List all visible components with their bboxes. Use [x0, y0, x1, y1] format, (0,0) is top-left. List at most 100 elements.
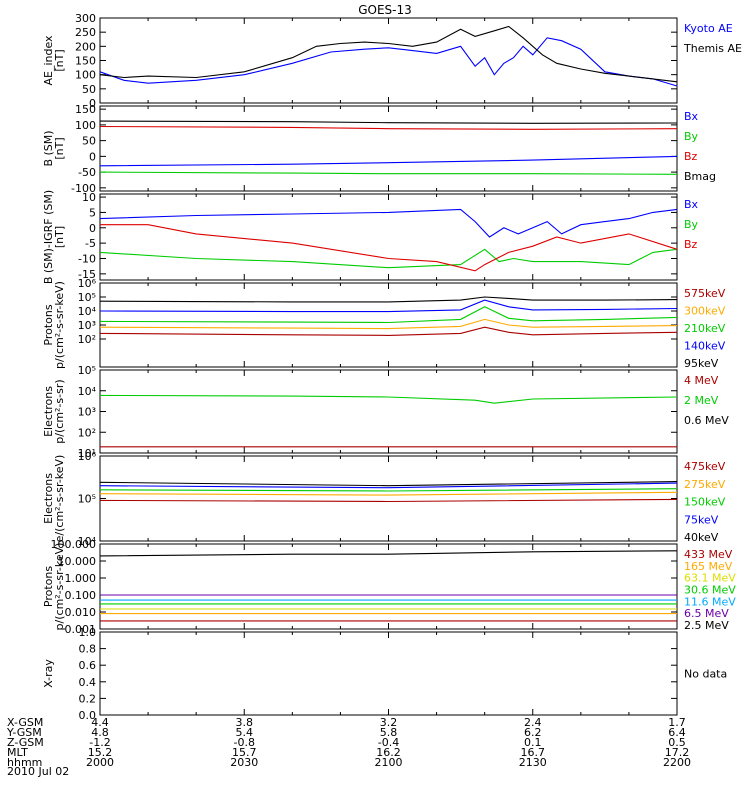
ephemeris-value: 3.2 [380, 716, 398, 729]
y-tick-label: -15 [78, 268, 96, 281]
y-tick-label: 0 [89, 222, 96, 235]
series-line-210kev [99, 306, 678, 324]
y-tick-label: 0.001 [65, 623, 97, 636]
panel-frame [99, 455, 678, 542]
y-tick-label: 300 [75, 12, 96, 25]
panel-frame [99, 105, 678, 192]
legend-entry: Bx [684, 198, 699, 211]
y-axis-label-line: [nT] [53, 226, 66, 248]
legend-entry: Bz [684, 238, 698, 251]
series-line-140kev [99, 299, 678, 313]
legend-entry: Bz [684, 150, 698, 163]
series-line-bz [100, 224, 678, 272]
legend-entry: Bmag [684, 170, 716, 183]
legend-entry: Themis AE [683, 42, 742, 55]
y-tick-label: 0.8 [79, 643, 97, 656]
legend-entry: 275keV [684, 478, 726, 491]
y-axis-label: Protonsp/(cm²-s-sr-keV) [42, 543, 66, 631]
ephemeris-value: 2100 [375, 756, 403, 769]
y-tick-label: 250 [75, 26, 96, 39]
ephemeris-value: 0.5 [668, 736, 686, 749]
series-line-475kev [99, 498, 678, 503]
legend-entry: Bx [684, 110, 699, 123]
y-tick-label: 10² [78, 426, 96, 439]
series-line-300kev [99, 318, 678, 330]
y-tick-label: 200 [75, 40, 96, 53]
y-axis-label-line: [nT] [53, 49, 66, 71]
series-line-bx [99, 155, 678, 167]
ephemeris-row-label: Y-GSM [6, 726, 42, 739]
y-tick-label: -10 [78, 253, 96, 266]
y-axis-label-line: X-ray [42, 659, 55, 688]
series-line-bz [99, 125, 678, 130]
legend-entry: 165 MeV [684, 560, 733, 573]
ephemeris-value: 2130 [519, 756, 547, 769]
panel-frame [99, 369, 678, 454]
legend-entry: 575keV [684, 287, 726, 300]
series-line-275kev [99, 491, 678, 496]
ephemeris-value: 6.4 [668, 726, 686, 739]
legend-entry: 300keV [684, 305, 726, 318]
y-tick-label: 0.010 [65, 606, 97, 619]
y-tick-label: 0.2 [79, 692, 97, 705]
y-axis-label-line: p/(cm²-s-sr) [53, 379, 66, 443]
panel-frame [99, 631, 678, 716]
y-axis-label-line: [nT] [53, 137, 66, 159]
ephemeris-value: 0.1 [524, 736, 542, 749]
panel-b: -100 -50 0 50 100 150 B (SM)[nT] Bx By Bz Bmag [42, 103, 716, 195]
legend-entry: 30.6 MeV [684, 584, 736, 597]
y-tick-label: 5 [89, 206, 96, 219]
y-tick-label: -100 [71, 182, 96, 195]
series-line-by [99, 171, 678, 175]
panel-electrons_kev: 10⁴ 10⁵ 10⁶ Electronse/(cm²-s-sr-keV) 475keV… [42, 450, 726, 548]
ephemeris-value: -0.8 [234, 736, 255, 749]
legend-entry: 210keV [684, 322, 726, 335]
panel-frame [99, 193, 678, 281]
y-axis-label-line: e/(cm²-s-sr-keV) [53, 455, 66, 543]
series-line-40kev [99, 481, 678, 487]
y-axis-label: AE_index[nT] [42, 35, 66, 86]
legend-entry: 6.5 MeV [684, 607, 729, 620]
y-tick-label: 10 [82, 191, 96, 204]
legend-entry: 140keV [684, 340, 726, 353]
y-tick-label: 10⁵ [78, 364, 96, 377]
legend-entry: 2.5 MeV [684, 619, 729, 632]
legend-entry: 75keV [684, 513, 719, 526]
y-axis-label-line: Electrons [42, 473, 55, 524]
y-axis-label: X-ray [42, 659, 55, 688]
legend-entry: 40keV [684, 531, 719, 544]
y-tick-label: 150 [75, 55, 96, 68]
panel-frame [99, 543, 678, 630]
y-tick-label: 10⁴ [78, 305, 97, 318]
y-axis-label-line: Electrons [42, 386, 55, 437]
y-tick-label: 150 [75, 103, 96, 116]
panel-annotation: No data [684, 668, 727, 681]
legend-entry: By [684, 218, 699, 231]
panel-frame [99, 17, 678, 104]
legend-entry: 11.6 MeV [684, 595, 736, 608]
ephemeris-value: -1.2 [89, 736, 110, 749]
y-tick-label: 0.4 [79, 676, 97, 689]
series-line-2-5-mev [99, 550, 678, 557]
y-tick-label: 100.000 [51, 538, 97, 551]
legend-entry: 433 MeV [684, 548, 733, 561]
y-tick-label: -50 [78, 166, 96, 179]
series-line-by [99, 248, 678, 269]
ephemeris-value: 2200 [663, 756, 691, 769]
y-tick-label: 100 [75, 119, 96, 132]
y-axis-label: Electronsp/(cm²-s-sr) [42, 379, 66, 443]
ephemeris-value: 1.7 [668, 716, 686, 729]
legend-entry: By [684, 130, 699, 143]
y-axis-label-line: p/(cm²-s-sr-keV) [53, 543, 66, 631]
y-axis-label: Protonsp/(cm²-s-sr-keV) [42, 281, 66, 369]
ephemeris-value: 3.8 [236, 716, 254, 729]
ephemeris-value: 17.2 [665, 746, 690, 759]
y-tick-label: 10.000 [58, 555, 97, 568]
ephemeris-value: 15.7 [232, 746, 257, 759]
series-line-kyoto-ae [99, 37, 678, 87]
legend-entry: 0.6 MeV [684, 414, 729, 427]
series-line-themis-ae [99, 25, 678, 83]
y-axis-label: B (SM)[nT] [42, 130, 66, 166]
